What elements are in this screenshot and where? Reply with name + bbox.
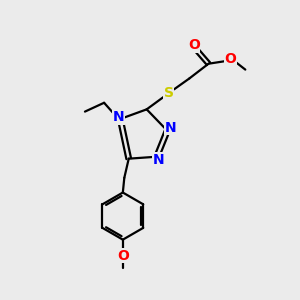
Text: N: N	[164, 121, 176, 135]
Text: N: N	[113, 110, 124, 124]
Text: O: O	[117, 248, 129, 262]
Text: S: S	[164, 86, 174, 100]
Text: O: O	[225, 52, 236, 66]
Text: O: O	[188, 38, 200, 52]
Text: N: N	[152, 153, 164, 167]
